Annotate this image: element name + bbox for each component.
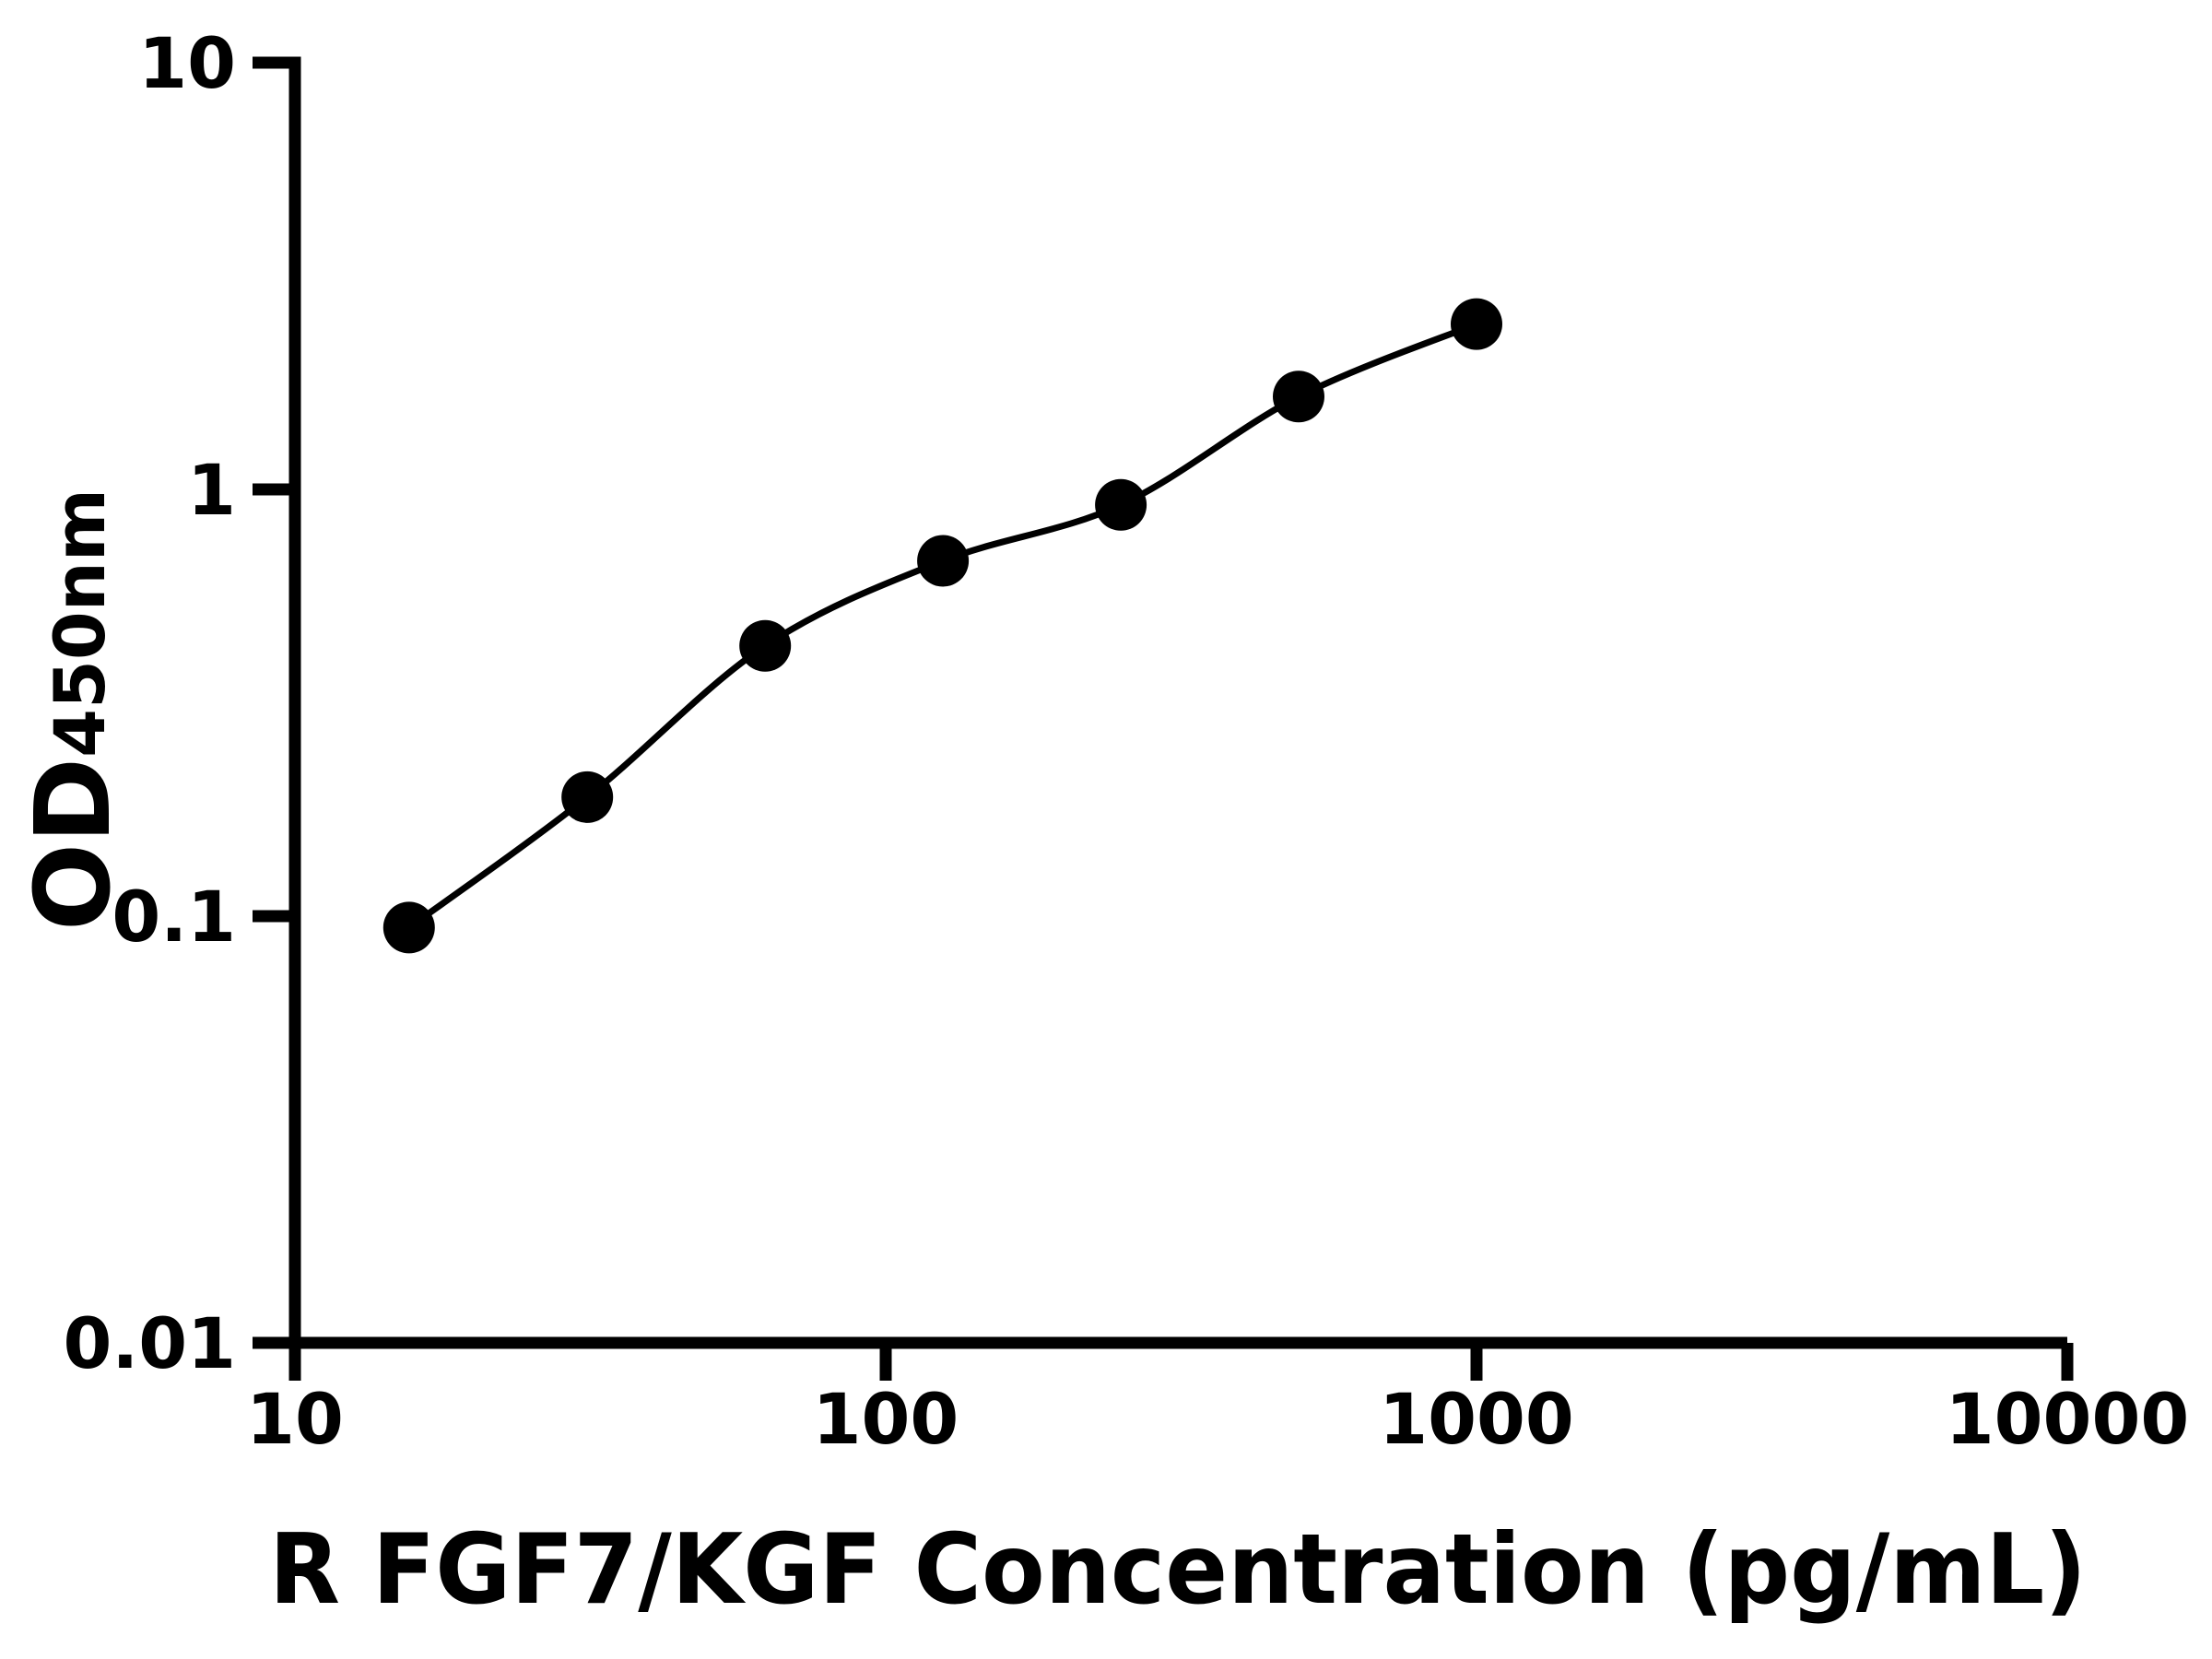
x-tick-label: 100 — [813, 1378, 959, 1460]
data-point — [917, 535, 970, 587]
y-tick-label: 0.1 — [112, 876, 236, 958]
data-point — [382, 901, 435, 954]
x-tick-label: 10 — [246, 1378, 344, 1460]
data-point — [1451, 298, 1502, 350]
x-tick-label: 1000 — [1379, 1378, 1574, 1460]
y-tick-label: 10 — [138, 22, 236, 104]
data-point — [1095, 478, 1147, 531]
y-tick-label: 0.01 — [63, 1302, 236, 1384]
y-tick-label: 1 — [187, 449, 236, 531]
data-series — [382, 298, 1502, 954]
data-point — [1273, 371, 1324, 423]
x-axis-title: R FGF7/KGF Concentration (pg/mL) — [269, 1513, 2087, 1626]
y-axis-title-subscript: 450nm — [39, 488, 121, 758]
axis-spine — [288, 56, 2067, 1349]
axes — [288, 56, 2067, 1349]
axis-ticks — [253, 56, 2074, 1381]
data-point — [561, 771, 614, 823]
data-point — [739, 619, 792, 672]
y-axis-title: OD450nm — [14, 488, 134, 931]
y-axis-title-main: OD — [14, 758, 134, 931]
x-tick-label: 10000 — [1946, 1378, 2189, 1460]
